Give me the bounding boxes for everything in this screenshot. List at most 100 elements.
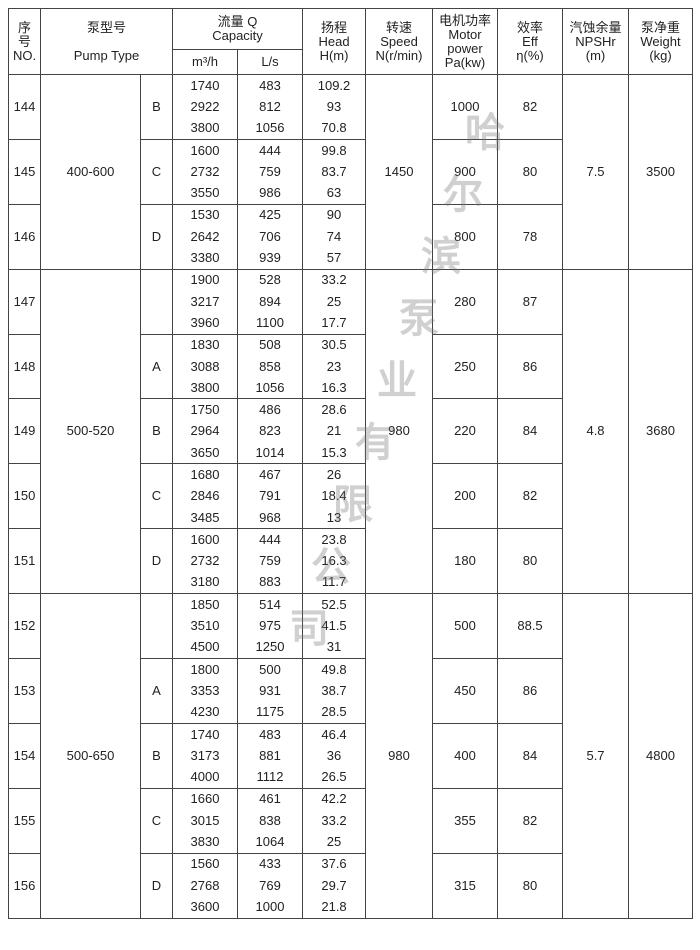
head: 23 [302,355,367,378]
capacity-ls: 1250 [236,636,304,660]
head: 37.6 [302,852,367,875]
capacity-ls: 881 [236,745,304,767]
capacity-ls: 812 [236,96,304,118]
row-no: 146 [8,203,41,270]
head: 109.2 [302,74,367,97]
row-no: 152 [8,593,41,660]
table-row: 3550 986 63 [9,182,693,205]
capacity-ls: 528 [236,268,304,291]
head: 38.7 [302,680,367,702]
head: 52.5 [302,593,367,616]
capacity-m3h: 2732 [172,550,238,572]
table-row: 144 400-600 B 1740 483 109.2 1450 1000 82 7.5 3500 [8,74,694,270]
capacity-m3h: 2922 [172,96,238,118]
head: 23.8 [302,528,367,551]
motor-power: 220 [432,398,499,465]
table-row: 3173 881 36 [9,745,693,767]
capacity-m3h: 2732 [172,161,238,183]
impeller-variant: B [140,398,173,465]
capacity-m3h: 3088 [172,355,238,378]
row-no: 149 [8,398,41,465]
capacity-ls: 1014 [236,442,304,465]
capacity-ls: 461 [236,787,304,811]
impeller-variant: A [140,333,173,400]
capacity-m3h: 1740 [172,74,238,97]
capacity-m3h: 3353 [172,680,238,702]
efficiency: 84 [497,398,564,465]
row-no: 150 [8,463,41,530]
head: 16.3 [302,550,367,572]
capacity-ls: 1056 [236,117,304,140]
capacity-m3h: 1750 [172,398,238,421]
capacity-ls: 858 [236,355,304,378]
capacity-ls: 769 [236,874,304,897]
capacity-ls: 931 [236,680,304,702]
impeller-variant [140,268,173,335]
head: 93 [302,96,367,118]
npshr: 7.5 [562,74,630,270]
table-row: 150 C 1680 467 26 200 82 [8,463,693,530]
table-row: 156 D 1560 433 37.6 315 80 [8,852,693,919]
speed: 980 [365,268,434,595]
table-row: 2964 823 21 [9,420,693,443]
row-no: 155 [8,787,41,854]
efficiency: 86 [497,658,564,724]
capacity-ls: 500 [236,658,304,681]
capacity-m3h: 1600 [172,138,238,162]
motor-power: 200 [432,463,499,530]
head: 29.7 [302,874,367,897]
efficiency: 82 [497,463,564,530]
capacity-m3h: 2642 [172,226,238,248]
capacity-ls: 444 [236,528,304,551]
table-row: 3600 1000 21.8 [9,896,693,919]
head: 31 [302,636,367,660]
head: 99.8 [302,138,367,162]
efficiency: 88.5 [497,593,564,660]
capacity-ls: 975 [236,615,304,637]
capacity-ls: 838 [236,810,304,832]
impeller-variant: A [140,658,173,724]
motor-power: 1000 [432,74,499,140]
table-row: 2732 759 83.7 [9,161,693,183]
capacity-m3h: 3180 [172,571,238,595]
capacity-ls: 425 [236,203,304,227]
capacity-m3h: 3380 [172,247,238,270]
capacity-ls: 483 [236,722,304,746]
head: 36 [302,745,367,767]
head: 26 [302,463,367,486]
capacity-ls: 483 [236,74,304,97]
table-row: 147 500-520 1900 528 33.2 980 280 87 4.8 3680 [8,268,694,595]
speed: 980 [365,593,434,919]
efficiency: 80 [497,852,564,919]
table-row: 146 D 1530 425 90 800 78 [8,203,693,270]
table-row: 151 D 1600 444 23.8 180 80 [8,528,693,595]
pump-type: 500-650 [40,593,141,919]
impeller-variant: B [140,74,173,140]
capacity-m3h: 4500 [172,636,238,660]
efficiency: 86 [497,333,564,400]
header-pump-type: 泵型号 Pump Type [40,8,173,75]
capacity-ls: 706 [236,226,304,248]
impeller-variant: B [140,722,173,789]
head: 70.8 [302,117,367,140]
head: 25 [302,831,367,854]
capacity-m3h: 3550 [172,182,238,205]
impeller-variant [140,593,173,660]
capacity-m3h: 3600 [172,896,238,919]
pump-type: 500-520 [40,268,141,595]
capacity-m3h: 3173 [172,745,238,767]
table-body: 144 400-600 B 1740 483 109.2 1450 1000 82 7.5 3500… [8,74,694,919]
npshr: 4.8 [562,268,630,595]
capacity-m3h: 4230 [172,701,238,724]
head: 41.5 [302,615,367,637]
table-row: 149 B 1750 486 28.6 220 84 [8,398,693,465]
table-row: 3960 1100 17.7 [9,312,693,335]
capacity-m3h: 3800 [172,117,238,140]
table-row: 152 500-650 1850 514 52.5 980 500 88.5 5.7 4800 [8,593,694,919]
header-speed: 转速 Speed N(r/min) [365,8,434,75]
efficiency: 80 [497,138,564,205]
table-row: 3015 838 33.2 [9,810,693,832]
efficiency: 87 [497,268,564,335]
row-no: 148 [8,333,41,400]
table-row: 3088 858 23 [9,355,693,378]
